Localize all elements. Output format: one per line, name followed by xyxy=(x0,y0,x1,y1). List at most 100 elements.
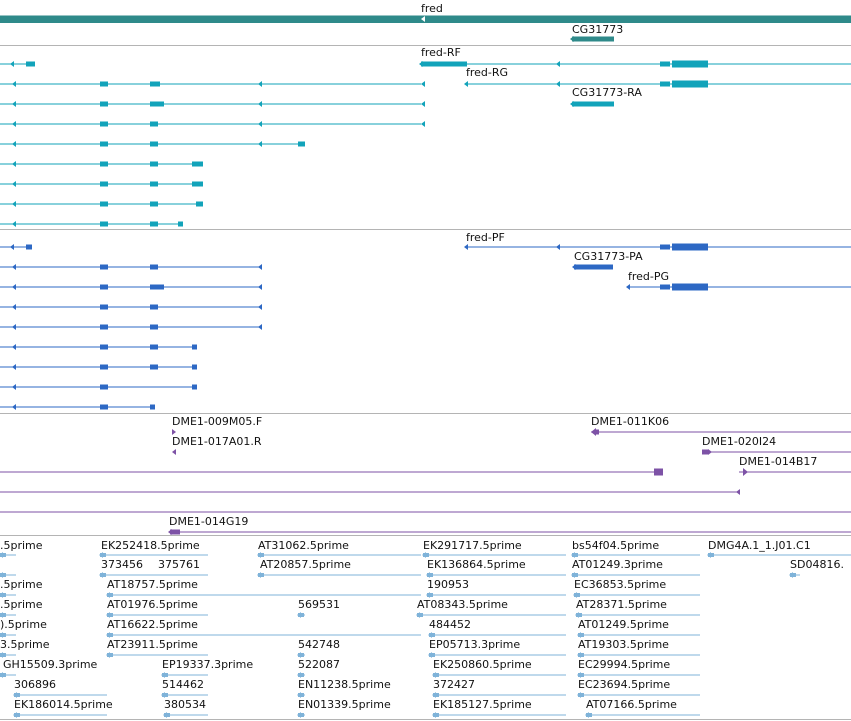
strand-arrow-left[interactable] xyxy=(12,304,16,310)
exon-block[interactable] xyxy=(192,161,203,167)
exon-block[interactable] xyxy=(100,201,108,207)
strand-arrow-left[interactable] xyxy=(106,612,110,618)
exon-block[interactable] xyxy=(150,324,158,330)
strand-arrow-left[interactable] xyxy=(570,36,574,42)
exon-block[interactable] xyxy=(150,81,160,87)
strand-arrow-left[interactable] xyxy=(12,201,16,207)
strand-arrow-left[interactable] xyxy=(556,81,560,87)
exon-block[interactable] xyxy=(100,284,108,290)
exon-block[interactable] xyxy=(150,121,158,127)
exon-block[interactable] xyxy=(100,181,108,187)
exon-block[interactable] xyxy=(150,344,158,350)
strand-arrow-left[interactable] xyxy=(464,81,468,87)
strand-arrow-left[interactable] xyxy=(577,672,581,678)
strand-arrow-left[interactable] xyxy=(0,592,3,598)
strand-arrow-left[interactable] xyxy=(426,592,430,598)
strand-arrow-left[interactable] xyxy=(12,324,16,330)
exon-block[interactable] xyxy=(654,468,663,476)
strand-arrow-left[interactable] xyxy=(591,428,596,436)
exon-block[interactable] xyxy=(192,384,197,390)
strand-arrow-left[interactable] xyxy=(421,16,425,22)
strand-arrow-left[interactable] xyxy=(421,121,425,127)
strand-arrow-left[interactable] xyxy=(426,572,430,578)
exon-block[interactable] xyxy=(178,221,183,227)
strand-arrow-left[interactable] xyxy=(257,572,261,578)
exon-block[interactable] xyxy=(660,81,670,87)
exon-block[interactable] xyxy=(150,364,158,370)
exon-block[interactable] xyxy=(192,364,197,370)
strand-arrow-left[interactable] xyxy=(570,101,574,107)
strand-arrow-left[interactable] xyxy=(99,552,103,558)
strand-arrow-left[interactable] xyxy=(789,572,793,578)
strand-arrow-left[interactable] xyxy=(573,592,577,598)
exon-block[interactable] xyxy=(150,284,164,290)
exon-block[interactable] xyxy=(192,344,197,350)
strand-arrow-left[interactable] xyxy=(736,489,740,495)
strand-arrow-left[interactable] xyxy=(258,304,262,310)
strand-arrow-left[interactable] xyxy=(297,692,301,698)
strand-arrow-left[interactable] xyxy=(0,612,3,618)
strand-arrow-left[interactable] xyxy=(12,161,16,167)
gene-model-cg31773[interactable] xyxy=(572,36,614,42)
strand-arrow-left[interactable] xyxy=(585,712,589,718)
exon-block[interactable] xyxy=(192,181,203,187)
strand-arrow-left[interactable] xyxy=(12,101,16,107)
strand-arrow-left[interactable] xyxy=(12,81,16,87)
strand-arrow-left[interactable] xyxy=(12,364,16,370)
strand-arrow-left[interactable] xyxy=(12,344,16,350)
strand-arrow-left[interactable] xyxy=(258,324,262,330)
exon-block[interactable] xyxy=(150,181,158,187)
strand-arrow-left[interactable] xyxy=(556,244,560,250)
strand-arrow-left[interactable] xyxy=(258,121,262,127)
exon-block[interactable] xyxy=(298,141,305,147)
strand-arrow-left[interactable] xyxy=(464,244,468,250)
strand-arrow-left[interactable] xyxy=(257,552,261,558)
exon-block[interactable] xyxy=(26,61,35,67)
exon-block[interactable] xyxy=(196,201,203,207)
strand-arrow-left[interactable] xyxy=(577,692,581,698)
strand-arrow-left[interactable] xyxy=(12,221,16,227)
exon-block[interactable] xyxy=(100,264,108,270)
strand-arrow-left[interactable] xyxy=(422,552,426,558)
strand-arrow-left[interactable] xyxy=(12,284,16,290)
exon-block[interactable] xyxy=(572,101,614,107)
exon-block[interactable] xyxy=(100,221,108,227)
exon-block[interactable] xyxy=(702,449,708,455)
strand-arrow-left[interactable] xyxy=(572,264,576,270)
strand-arrow-left[interactable] xyxy=(428,652,432,658)
strand-arrow-left[interactable] xyxy=(10,244,14,250)
strand-arrow-left[interactable] xyxy=(297,652,301,658)
strand-arrow-left[interactable] xyxy=(432,712,436,718)
strand-arrow-left[interactable] xyxy=(421,101,425,107)
exon-block[interactable] xyxy=(150,404,155,410)
exon-block[interactable] xyxy=(150,201,158,207)
strand-arrow-left[interactable] xyxy=(0,552,3,558)
strand-arrow-left[interactable] xyxy=(577,632,581,638)
strand-arrow-right[interactable] xyxy=(708,449,712,455)
strand-arrow-left[interactable] xyxy=(163,712,167,718)
exon-block[interactable] xyxy=(100,384,108,390)
exon-block[interactable] xyxy=(150,264,158,270)
strand-arrow-left[interactable] xyxy=(12,181,16,187)
strand-arrow-left[interactable] xyxy=(258,284,262,290)
strand-arrow-left[interactable] xyxy=(168,529,172,535)
exon-block[interactable] xyxy=(595,429,599,435)
strand-arrow-left[interactable] xyxy=(0,632,3,638)
exon-block[interactable] xyxy=(150,161,158,167)
strand-arrow-left[interactable] xyxy=(13,712,17,718)
strand-arrow-left[interactable] xyxy=(571,552,575,558)
exon-block[interactable] xyxy=(100,324,108,330)
strand-arrow-left[interactable] xyxy=(12,264,16,270)
strand-arrow-left[interactable] xyxy=(297,712,301,718)
strand-arrow-left[interactable] xyxy=(0,672,3,678)
strand-arrow-left[interactable] xyxy=(12,384,16,390)
strand-arrow-left[interactable] xyxy=(0,652,3,658)
exon-block[interactable] xyxy=(100,121,108,127)
exon-block[interactable] xyxy=(150,221,158,227)
exon-block[interactable] xyxy=(421,61,467,67)
exon-block[interactable] xyxy=(100,364,108,370)
strand-arrow-left[interactable] xyxy=(12,121,16,127)
strand-arrow-left[interactable] xyxy=(106,632,110,638)
strand-arrow-left[interactable] xyxy=(172,449,176,455)
strand-arrow-left[interactable] xyxy=(297,672,301,678)
